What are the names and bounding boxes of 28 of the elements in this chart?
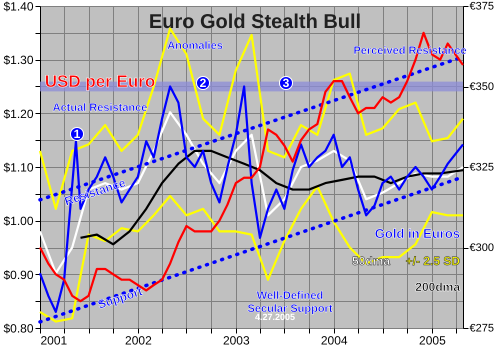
- text: +/- 2.5 SD: [406, 254, 460, 268]
- annotation: Well-Defined Secular Support: [248, 290, 333, 315]
- y-tick-label: $1.00: [3, 214, 34, 228]
- annotation: 1: [74, 127, 81, 141]
- y2-tick-label: €350: [470, 81, 494, 93]
- y-tick-label: $1.30: [3, 53, 34, 68]
- annotation: 2: [200, 76, 207, 90]
- y-tick-label: $0.90: [3, 268, 34, 282]
- y-tick-label: $1.10: [3, 160, 34, 174]
- x-tick-label: 2004: [320, 334, 348, 348]
- series-label: Gold in Euros: [374, 226, 460, 241]
- x-tick-label: 2005: [419, 334, 446, 348]
- line-series: [38, 111, 464, 274]
- y2-tick-label: €300: [470, 242, 494, 254]
- line-series: [38, 27, 464, 210]
- y-tick-label: $0.80: [3, 322, 34, 336]
- y2-tick-label: €275: [470, 322, 494, 334]
- x-tick-label: 2002: [125, 334, 152, 348]
- x-tick-label: 2003: [222, 334, 250, 348]
- x-tick-label: 2001: [40, 334, 68, 348]
- chart-title: Euro Gold Stealth Bull: [148, 11, 362, 33]
- y2-tick-label: €375: [470, 0, 494, 12]
- y-tick-label: $1.40: [3, 0, 34, 14]
- annotation: 3: [282, 76, 290, 90]
- y-tick-label: $1.20: [3, 106, 34, 121]
- text: USD per Euro: [44, 72, 156, 91]
- y2-tick-label: €325: [470, 162, 494, 174]
- text: 200dma: [415, 280, 460, 294]
